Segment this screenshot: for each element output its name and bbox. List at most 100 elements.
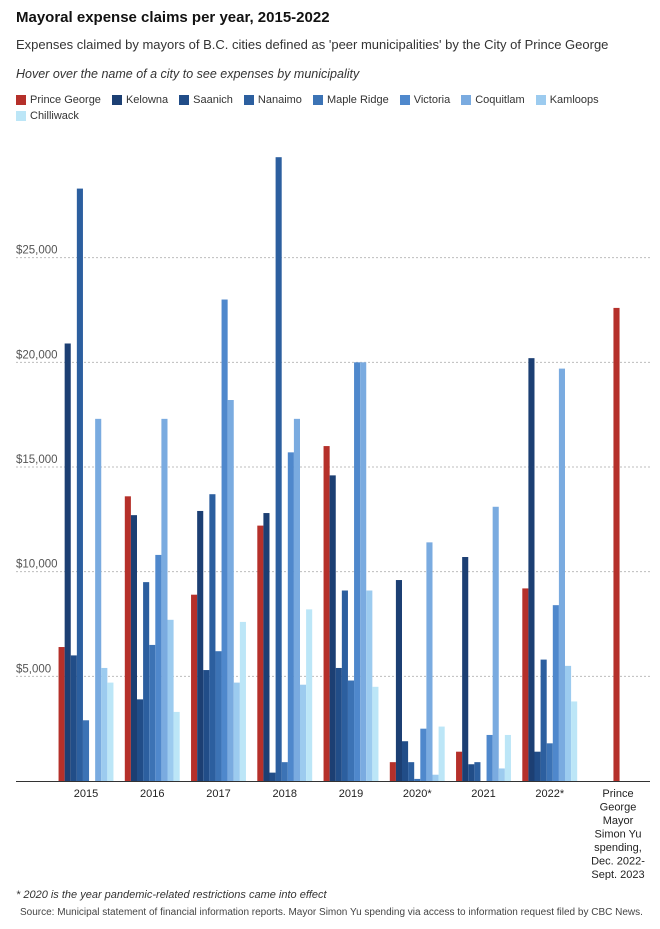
legend-item-saanich[interactable]: Saanich [179,92,233,108]
x-tick-label: 2020* [403,788,432,800]
bar-kamloops-2021[interactable] [498,768,505,781]
bar-kamloops-2022-[interactable] [565,665,572,781]
bar-saanich-2019[interactable] [335,667,342,781]
x-tick-label: 2022* [535,788,564,800]
bar-maple-ridge-2017[interactable] [215,651,222,781]
y-tick-label: $25,000 [16,245,58,257]
bar-victoria-2019[interactable] [354,362,361,781]
bar-nanaimo-2022-[interactable] [540,659,547,781]
legend-swatch [535,95,546,105]
bar-kamloops-2018[interactable] [300,684,307,781]
bar-chilliwack-2022-[interactable] [571,701,578,781]
bar-prince-george-prince-george-mayor-simon-yu-spending-dec-2022-sept-2023[interactable] [613,307,620,781]
bar-saanich-2021[interactable] [468,764,475,781]
x-tick-label: 2017 [206,788,230,800]
bar-chilliwack-2016[interactable] [173,711,180,781]
bar-prince-george-2021[interactable] [456,751,463,781]
bar-kamloops-2015[interactable] [101,667,108,781]
bar-maple-ridge-2018[interactable] [281,762,288,781]
bar-victoria-2016[interactable] [155,554,162,781]
bar-victoria-2022-[interactable] [552,605,559,781]
bar-maple-ridge-2016[interactable] [149,644,156,781]
bar-kelowna-2016[interactable] [130,515,137,781]
bar-saanich-2022-[interactable] [534,751,541,781]
bar-saanich-2016[interactable] [137,699,144,781]
bar-victoria-2021[interactable] [486,734,493,781]
bar-chilliwack-2019[interactable] [372,686,379,781]
bar-kelowna-2015[interactable] [64,343,71,781]
bar-coquitlam-2021[interactable] [492,506,499,781]
bar-coquitlam-2019[interactable] [360,362,367,781]
bar-kelowna-2019[interactable] [329,475,336,781]
bar-prince-george-2015[interactable] [58,647,65,781]
bar-prince-george-2018[interactable] [257,525,264,781]
bar-prince-george-2016[interactable] [124,496,131,781]
legend-item-prince-george[interactable]: Prince George [16,92,101,108]
chart-subtitle: Expenses claimed by mayors of B.C. citie… [16,37,609,52]
bar-nanaimo-2016[interactable] [143,582,150,781]
bar-prince-george-2019[interactable] [323,446,330,781]
bar-kelowna-2017[interactable] [197,510,204,781]
y-tick-label: $15,000 [16,454,58,466]
legend-item-kelowna[interactable]: Kelowna [111,92,168,108]
bar-maple-ridge-2020-[interactable] [414,778,421,781]
legend-swatch [16,111,26,121]
legend-item-nanaimo[interactable]: Nanaimo [243,92,302,108]
legend-item-maple-ridge[interactable]: Maple Ridge [312,92,389,108]
legend-label: Prince George [30,94,101,106]
x-tick-label: 2015 [74,788,98,800]
bar-victoria-2018[interactable] [287,452,294,781]
bar-nanaimo-2017[interactable] [209,494,216,781]
bar-saanich-2018[interactable] [269,772,276,781]
bar-kamloops-2019[interactable] [366,590,373,781]
bar-kelowna-2020-[interactable] [395,580,402,781]
legend-item-victoria[interactable]: Victoria [399,92,450,108]
legend-item-kamloops[interactable]: Kamloops [535,92,599,108]
bar-chilliwack-2018[interactable] [306,609,313,781]
bar-nanaimo-2020-[interactable] [408,762,415,781]
bar-maple-ridge-2022-[interactable] [546,743,553,781]
bar-coquitlam-2020-[interactable] [426,542,433,781]
bar-coquitlam-2016[interactable] [161,418,168,781]
bar-chilliwack-2017[interactable] [239,621,246,781]
bar-kelowna-2022-[interactable] [528,358,535,781]
bar-nanaimo-2015[interactable] [76,188,83,782]
bar-chilliwack-2020-[interactable] [438,726,445,781]
source-note: Source: Municipal statement of financial… [20,907,643,918]
chart-title: Mayoral expense claims per year, 2015-20… [16,9,330,26]
bar-kamloops-2016[interactable] [167,619,174,781]
bar-maple-ridge-2019[interactable] [347,680,355,781]
bar-prince-george-2017[interactable] [191,594,198,781]
bar-nanaimo-2021[interactable] [474,762,481,781]
bar-nanaimo-2018[interactable] [275,157,282,781]
bar-victoria-2020-[interactable] [420,728,427,781]
bar-coquitlam-2017[interactable] [227,400,234,781]
bar-chilliwack-2015[interactable] [107,682,114,781]
bar-coquitlam-2022-[interactable] [558,368,565,781]
x-tick-label: Prince George Mayor Simon Yu spending, Dec. 2… [591,788,645,880]
bar-saanich-2017[interactable] [203,670,210,781]
bar-chilliwack-2021[interactable] [504,734,511,781]
bar-nanaimo-2019[interactable] [341,590,348,781]
bar-coquitlam-2018[interactable] [293,418,300,781]
legend-swatch [399,95,410,105]
bar-saanich-2020-[interactable] [402,741,409,781]
bar-maple-ridge-2015[interactable] [82,720,90,781]
y-tick-label: $5,000 [16,663,51,675]
bar-victoria-2017[interactable] [221,299,228,781]
y-tick-label: $20,000 [16,349,58,361]
legend-label: Nanaimo [257,94,302,106]
bar-prince-george-2020-[interactable] [389,762,396,781]
bar-kelowna-2021[interactable] [462,557,469,781]
x-tick-label: 2019 [339,788,363,800]
bar-prince-george-2022-[interactable] [522,588,529,781]
bar-saanich-2015[interactable] [70,655,77,781]
bar-kamloops-2017[interactable] [233,682,240,781]
y-tick-label: $10,000 [16,559,58,571]
bar-kelowna-2018[interactable] [263,513,270,781]
footnote: * 2020 is the year pandemic-related rest… [16,889,327,901]
legend-item-chilliwack[interactable]: Chilliwack [16,108,79,124]
bar-coquitlam-2015[interactable] [95,418,102,781]
legend-item-coquitlam[interactable]: Coquitlam [461,92,525,108]
bar-kamloops-2020-[interactable] [432,774,439,781]
